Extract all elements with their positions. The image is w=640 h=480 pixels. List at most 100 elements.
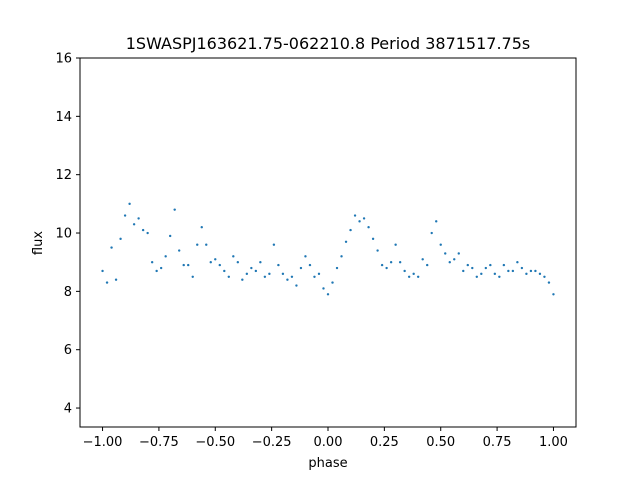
chart-title: 1SWASPJ163621.75-062210.8 Period 3871517… [126, 34, 531, 53]
data-point [313, 275, 316, 278]
data-point [511, 269, 515, 273]
data-point [498, 275, 501, 278]
data-point [187, 263, 190, 267]
data-point [250, 266, 253, 270]
x-axis: −1.00 −0.75 −0.50 −0.25 0.00 0.25 0.50 0.75 1.00 [83, 427, 568, 450]
data-point [178, 249, 181, 252]
data-point [317, 272, 321, 276]
data-point [132, 223, 136, 226]
data-point [241, 278, 244, 281]
data-point [529, 269, 533, 273]
data-point [164, 255, 167, 258]
data-point [362, 217, 366, 220]
data-point [462, 269, 465, 273]
data-point [340, 255, 343, 258]
data-point [439, 243, 442, 246]
data-point [200, 225, 203, 229]
data-point [141, 228, 145, 232]
data-point [489, 263, 492, 267]
y-tick-label: 10 [55, 227, 72, 242]
data-point [232, 255, 235, 258]
data-point [110, 246, 113, 249]
x-tick-label: 1.00 [539, 435, 568, 450]
data-point [407, 275, 411, 278]
data-point [344, 240, 348, 243]
data-point [421, 258, 424, 261]
data-point [376, 249, 379, 252]
data-point [430, 231, 433, 235]
data-point [205, 243, 208, 246]
data-point [398, 260, 402, 264]
data-point [326, 293, 330, 296]
data-point [502, 263, 506, 267]
data-point [552, 293, 555, 296]
data-point [268, 272, 271, 276]
data-point [475, 275, 478, 278]
data-point [150, 260, 154, 264]
data-point [466, 263, 469, 267]
data-point [367, 225, 370, 229]
data-point [331, 281, 334, 284]
data-point [159, 266, 163, 270]
y-tick-label: 4 [64, 402, 72, 417]
data-point [105, 281, 109, 284]
data-point [214, 258, 217, 261]
data-point [480, 272, 483, 276]
data-point [304, 255, 307, 258]
data-point [101, 269, 104, 273]
x-tick-label: −0.75 [139, 435, 179, 450]
data-point [543, 275, 546, 278]
data-point [547, 281, 551, 284]
data-point [290, 275, 294, 278]
data-point [254, 269, 258, 273]
data-point [168, 234, 172, 238]
data-point [227, 275, 230, 278]
data-point [299, 266, 303, 270]
x-tick-label: 0.75 [483, 435, 512, 450]
data-point [286, 278, 289, 281]
data-point [191, 275, 194, 278]
data-point [272, 243, 276, 246]
data-point [534, 269, 537, 273]
data-point [236, 260, 240, 264]
data-point [146, 231, 149, 235]
data-point [516, 260, 519, 264]
x-tick-label: 0.25 [370, 435, 399, 450]
data-point [471, 266, 474, 270]
data-point [380, 263, 384, 267]
data-point [394, 243, 397, 246]
data-point [416, 275, 420, 278]
data-point [538, 272, 542, 276]
data-point [371, 237, 375, 241]
x-tick-label: −1.00 [83, 435, 123, 450]
data-point [453, 258, 456, 261]
data-point [209, 260, 212, 264]
data-point [223, 269, 226, 273]
y-axis: 4 6 8 10 12 14 16 [55, 52, 80, 417]
data-point [525, 272, 528, 276]
x-tick-label: 0.00 [314, 435, 343, 450]
data-point [119, 237, 122, 241]
x-tick-label: −0.25 [252, 435, 292, 450]
data-point [259, 260, 262, 264]
data-point [128, 202, 131, 206]
data-point [435, 220, 438, 223]
data-point [245, 272, 249, 276]
y-tick-label: 14 [55, 110, 72, 125]
data-point [173, 208, 176, 211]
y-tick-label: 8 [64, 285, 72, 300]
data-point [444, 252, 447, 255]
data-point [218, 263, 221, 267]
data-points-layer [101, 202, 555, 296]
x-axis-label: phase [308, 456, 347, 471]
data-point [358, 220, 361, 223]
data-point [493, 272, 497, 276]
data-point [507, 269, 510, 273]
data-point [196, 243, 199, 246]
data-point [123, 214, 127, 217]
data-point [335, 266, 339, 270]
data-point [448, 260, 451, 264]
x-tick-label: 0.50 [426, 435, 455, 450]
